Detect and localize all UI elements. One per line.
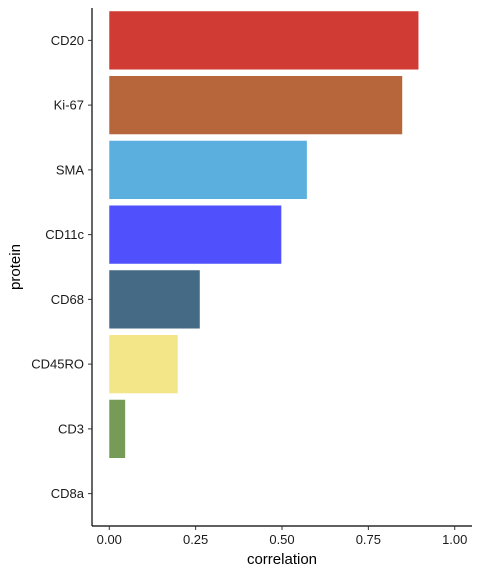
x-tick-label: 0.50 bbox=[269, 532, 294, 547]
bar-cd20 bbox=[109, 11, 419, 70]
y-tick-label: CD11c bbox=[45, 227, 84, 242]
bar-cd68 bbox=[109, 270, 200, 329]
y-tick-label: Ki-67 bbox=[54, 98, 84, 113]
x-tick-label: 0.25 bbox=[183, 532, 208, 547]
x-ticks-group: 0.00 0.25 0.50 0.75 1.00 bbox=[97, 526, 467, 547]
y-tick-label: CD20 bbox=[51, 33, 84, 48]
y-tick-label: CD45RO bbox=[31, 357, 84, 372]
y-tick-label: CD3 bbox=[58, 421, 84, 436]
y-ticks-group: CD20 Ki-67 SMA CD11c CD68 CD45RO CD3 CD8a bbox=[31, 33, 92, 501]
bar-cd45ro bbox=[109, 334, 178, 394]
y-tick-label: CD68 bbox=[51, 292, 84, 307]
x-tick-label: 0.75 bbox=[356, 532, 381, 547]
y-tick-label: SMA bbox=[56, 162, 85, 177]
bars-group bbox=[109, 11, 419, 459]
x-tick-label: 1.00 bbox=[442, 532, 467, 547]
bar-ki-67 bbox=[109, 75, 403, 135]
y-tick-label: CD8a bbox=[51, 486, 85, 501]
x-tick-label: 0.00 bbox=[97, 532, 122, 547]
bar-sma bbox=[109, 140, 307, 200]
x-axis-title: correlation bbox=[247, 551, 317, 568]
bar-cd3 bbox=[109, 399, 126, 459]
y-axis-title: protein bbox=[7, 244, 24, 290]
bar-cd11c bbox=[109, 205, 282, 264]
